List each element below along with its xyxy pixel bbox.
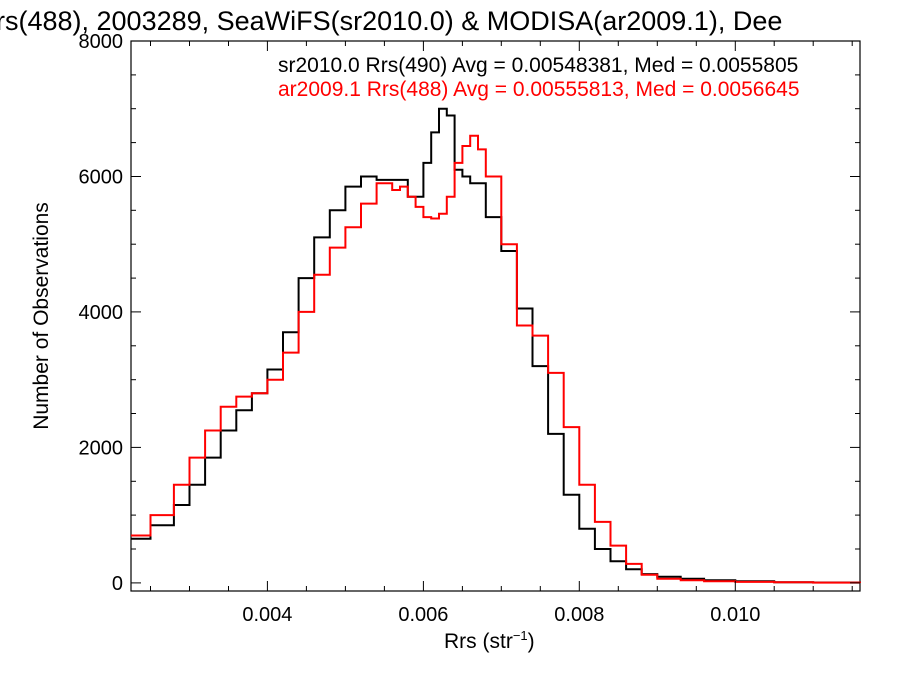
x-tick-label-2: 0.008 <box>554 604 604 626</box>
x-tick-label-1: 0.006 <box>398 604 448 626</box>
y-tick-label-4: 8000 <box>79 31 124 53</box>
y-tick-label-0: 0 <box>112 573 123 595</box>
chart-title: rs(488), 2003289, SeaWiFS(sr2010.0) & MO… <box>0 6 782 36</box>
x-axis-label-close: ) <box>528 630 535 653</box>
tick-label-layer: 0.004 0.006 0.008 0.010 0 2000 4000 6000 8000 <box>79 31 761 626</box>
series-line-1 <box>131 134 861 584</box>
plot-frame <box>130 40 861 592</box>
x-tick-label-0: 0.004 <box>242 604 292 626</box>
annotation-red-series: ar2009.1 Rrs(488) Avg = 0.00555813, Med … <box>278 78 800 101</box>
x-axis-label-main: Rrs (str <box>444 630 513 653</box>
x-axis-label: Rrs (str−1) <box>444 628 535 653</box>
annotation-black-series: sr2010.0 Rrs(490) Avg = 0.00548381, Med … <box>278 54 798 77</box>
y-tick-label-1: 2000 <box>79 437 124 459</box>
series-layer <box>131 107 861 584</box>
tick-layer <box>131 40 860 591</box>
x-tick-label-3: 0.010 <box>710 604 760 626</box>
x-axis-label-superscript: −1 <box>513 628 528 643</box>
y-tick-label-3: 6000 <box>79 167 124 189</box>
y-tick-label-2: 4000 <box>79 302 124 324</box>
series-line-0 <box>131 107 861 584</box>
y-axis-label: Number of Observations <box>30 202 53 430</box>
